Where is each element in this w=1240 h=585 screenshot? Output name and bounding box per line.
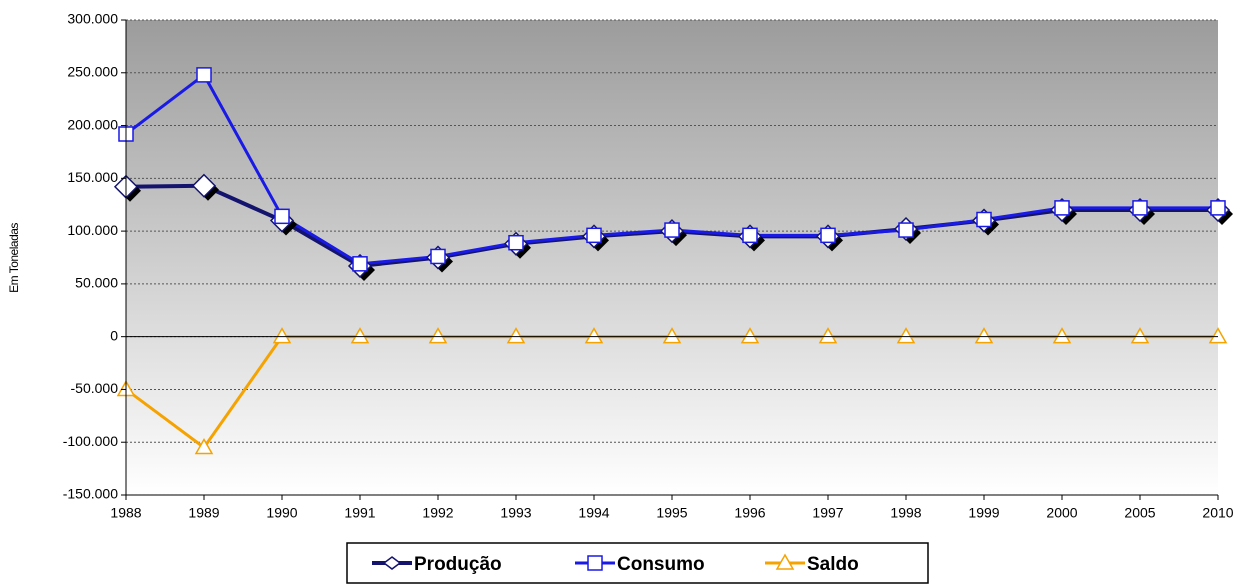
x-tick-label: 2005 [1124,505,1155,521]
x-tick-label: 1992 [422,505,453,521]
marker [1132,200,1148,216]
marker [664,222,680,238]
marker [820,227,836,244]
marker [352,256,368,272]
marker [662,327,682,344]
x-tick-label: 1993 [500,505,531,521]
axes: -150.000 -100.000 -50.000 0 50.000 100.000 150… [63,11,1234,521]
marker [740,327,760,344]
y-tick-label: 100.000 [67,222,118,238]
marker [1052,327,1072,344]
marker [896,327,916,344]
x-tick-label: 1995 [656,505,687,521]
legend-label: Saldo [807,554,859,575]
y-tick-label: 0 [110,327,118,343]
y-tick-label: 300.000 [67,11,118,27]
x-tick-label: 1988 [110,505,141,521]
y-tick-label: 250.000 [67,63,118,79]
legend-entries: Produção Consumo Saldo [372,553,859,575]
y-tick-label: 200.000 [67,116,118,132]
marker [274,208,290,225]
marker [1210,200,1226,216]
x-tick-label: 1999 [968,505,999,521]
x-tick-label: 1990 [266,505,297,521]
marker [382,556,402,570]
marker [350,327,370,344]
y-tick-label: 50.000 [75,275,118,291]
marker [508,234,524,251]
marker [430,248,446,265]
x-tick-label: 1998 [890,505,921,521]
marker [196,67,212,83]
plot-area [126,20,1218,495]
x-tick-label: 1991 [344,505,375,521]
x-tick-label: 2000 [1046,505,1077,521]
x-tick-label: 1997 [812,505,843,521]
marker [818,327,838,344]
legend [346,542,929,584]
y-tick-label: -50.000 [71,380,119,396]
y-tick-label: -100.000 [63,433,118,449]
marker [742,227,758,244]
y-tick-label: 150.000 [67,169,118,185]
legend-label: Produção [414,554,502,575]
marker [1054,200,1070,216]
marker [976,211,992,228]
marker [1208,327,1228,344]
marker [194,437,214,455]
marker [428,327,448,344]
x-tick-label: 1994 [578,505,609,521]
marker [586,227,602,244]
x-tick-label: 1996 [734,505,765,521]
x-tick-label: 1989 [188,505,219,521]
marker [191,173,217,198]
marker [506,327,526,344]
marker [272,327,292,344]
marker [974,327,994,344]
marker [587,555,603,571]
marker [584,327,604,344]
y-axis-label: Em Toneladas [7,223,21,293]
marker [1130,327,1150,344]
marker [775,553,795,570]
marker [898,222,914,238]
x-tick-label: 2010 [1202,505,1233,521]
legend-label: Consumo [617,554,705,575]
y-tick-label: -150.000 [63,486,118,502]
